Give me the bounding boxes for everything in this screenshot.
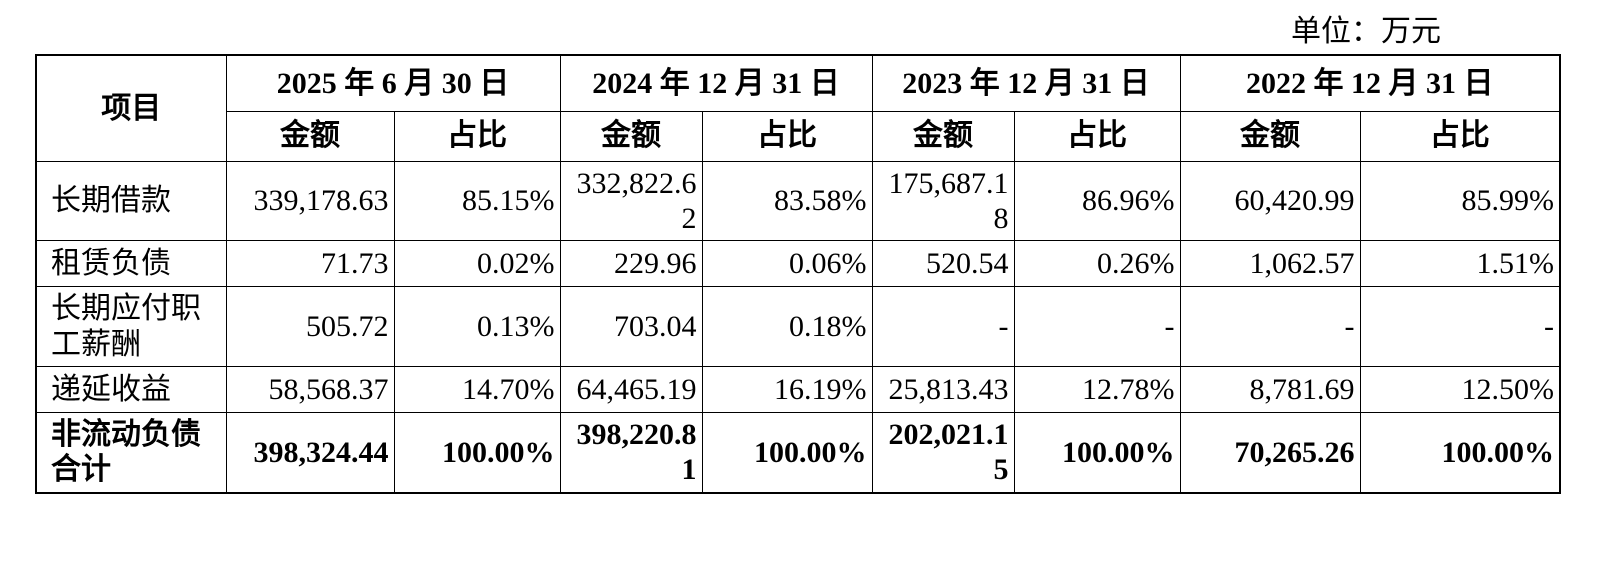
table-cell: 332,822.62 [559, 160, 703, 242]
row-label: 长期借款 [35, 160, 227, 242]
table-cell: 703.04 [559, 286, 703, 368]
table-cell: 339,178.63 [225, 160, 395, 242]
table-cell: - [871, 286, 1015, 368]
table-cell: 175,687.18 [871, 160, 1015, 242]
table-cell: 14.70% [393, 366, 561, 414]
table-cell: 1,062.57 [1179, 240, 1361, 288]
amount-header-2: 金额 [871, 110, 1015, 162]
amount-header-3: 金额 [1179, 110, 1361, 162]
table-cell: 16.19% [701, 366, 873, 414]
ratio-header-3: 占比 [1359, 110, 1561, 162]
table-cell: 71.73 [225, 240, 395, 288]
table-cell: - [1013, 286, 1181, 368]
table-cell: 398,324.44 [225, 412, 395, 494]
table-cell: - [1359, 286, 1561, 368]
ratio-header-1: 占比 [701, 110, 873, 162]
table-cell: 25,813.43 [871, 366, 1015, 414]
table-cell: 202,021.15 [871, 412, 1015, 494]
period-header-2: 2023 年 12 月 31 日 [871, 54, 1181, 112]
table-cell: 85.15% [393, 160, 561, 242]
non-current-liabilities-table: 项目 2025 年 6 月 30 日 2024 年 12 月 31 日 2023 年 … [35, 54, 1561, 494]
ratio-header-0: 占比 [393, 110, 561, 162]
period-header-1: 2024 年 12 月 31 日 [559, 54, 873, 112]
table-row: 长期应付职工薪酬 505.72 0.13% 703.04 0.18% - - - - [35, 286, 1561, 368]
table-cell: 83.58% [701, 160, 873, 242]
item-column-header: 项目 [35, 54, 227, 162]
table-cell: 8,781.69 [1179, 366, 1361, 414]
table-row: 非流动负债合计 398,324.44 100.00% 398,220.81 100.00… [35, 412, 1561, 494]
row-label: 非流动负债合计 [35, 412, 227, 494]
table-cell: 85.99% [1359, 160, 1561, 242]
period-header-3: 2022 年 12 月 31 日 [1179, 54, 1561, 112]
table-body: 长期借款 339,178.63 85.15% 332,822.62 83.58% 175,… [35, 160, 1561, 494]
table-cell: 0.13% [393, 286, 561, 368]
table-cell: 64,465.19 [559, 366, 703, 414]
table-cell: 229.96 [559, 240, 703, 288]
table-cell: 58,568.37 [225, 366, 395, 414]
table-cell: 12.50% [1359, 366, 1561, 414]
table-cell: 0.06% [701, 240, 873, 288]
table-row: 长期借款 339,178.63 85.15% 332,822.62 83.58% 175,… [35, 160, 1561, 242]
table-row: 递延收益 58,568.37 14.70% 64,465.19 16.19% 25,813… [35, 366, 1561, 414]
ratio-header-2: 占比 [1013, 110, 1181, 162]
table-cell: 12.78% [1013, 366, 1181, 414]
table-header: 项目 2025 年 6 月 30 日 2024 年 12 月 31 日 2023 年 … [35, 54, 1561, 162]
row-label: 长期应付职工薪酬 [35, 286, 227, 368]
table-cell: 100.00% [1013, 412, 1181, 494]
table-cell: 70,265.26 [1179, 412, 1361, 494]
table-cell: 0.02% [393, 240, 561, 288]
period-header-0: 2025 年 6 月 30 日 [225, 54, 561, 112]
table-cell: - [1179, 286, 1361, 368]
table-row: 租赁负债 71.73 0.02% 229.96 0.06% 520.54 0.26% 1,06… [35, 240, 1561, 288]
table-cell: 398,220.81 [559, 412, 703, 494]
table-cell: 505.72 [225, 286, 395, 368]
table-cell: 520.54 [871, 240, 1015, 288]
table-cell: 86.96% [1013, 160, 1181, 242]
row-label: 租赁负债 [35, 240, 227, 288]
amount-header-0: 金额 [225, 110, 395, 162]
table-cell: 100.00% [393, 412, 561, 494]
table-cell: 100.00% [1359, 412, 1561, 494]
table-cell: 0.26% [1013, 240, 1181, 288]
table-cell: 0.18% [701, 286, 873, 368]
amount-header-1: 金额 [559, 110, 703, 162]
table-cell: 60,420.99 [1179, 160, 1361, 242]
table-cell: 1.51% [1359, 240, 1561, 288]
unit-label: 单位：万元 [1291, 15, 1441, 48]
table-cell: 100.00% [701, 412, 873, 494]
row-label: 递延收益 [35, 366, 227, 414]
